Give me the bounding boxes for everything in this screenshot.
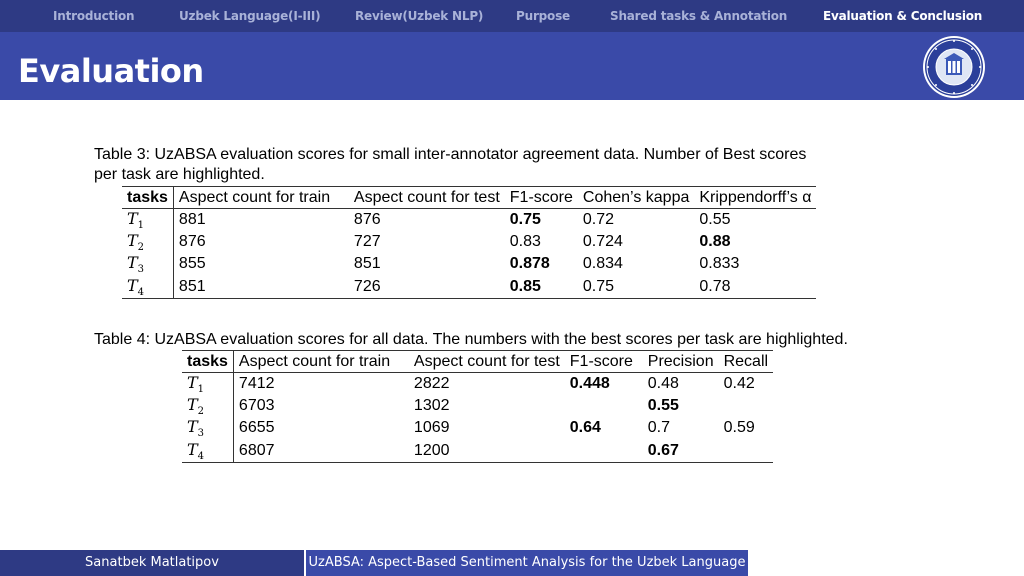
table3-header-test: Aspect count for test bbox=[348, 186, 505, 209]
table3-caption-line1: Table 3: UzABSA evaluation scores for sm… bbox=[94, 146, 807, 163]
nav-item-evaluation-conclusion[interactable]: Evaluation & Conclusion bbox=[823, 9, 983, 23]
train-count-cell: 876 bbox=[178, 233, 206, 251]
top-navigation: Introduction Uzbek Language(I-III) Revie… bbox=[0, 0, 1024, 32]
table-row: T1 881 876 0.75 0.72 0.55 bbox=[122, 208, 816, 232]
nav-item-shared-tasks[interactable]: Shared tasks & Annotation bbox=[610, 9, 788, 23]
table3-header-row: tasks Aspect count for train Aspect coun… bbox=[122, 186, 817, 209]
nav-item-purpose[interactable]: Purpose bbox=[516, 9, 570, 23]
alpha-cell: 0.833 bbox=[699, 255, 740, 273]
test-count-cell: 1302 bbox=[413, 397, 450, 415]
precision-cell: 0.48 bbox=[647, 375, 679, 393]
table4-header-test: Aspect count for test bbox=[408, 350, 565, 373]
table4-header-recall: Recall bbox=[718, 350, 774, 373]
recall-cell: 0.59 bbox=[723, 419, 755, 437]
test-count-cell: 876 bbox=[353, 211, 381, 229]
kappa-cell: 0.72 bbox=[582, 211, 615, 229]
table3-header-tasks: tasks bbox=[122, 186, 174, 209]
table-row: T3 855 851 0.878 0.834 0.833 bbox=[122, 253, 816, 276]
test-count-cell: 2822 bbox=[413, 375, 450, 393]
f1-score-cell: 0.64 bbox=[569, 419, 601, 437]
test-count-cell: 726 bbox=[348, 275, 505, 299]
recall-cell bbox=[718, 439, 774, 463]
table-row: T2 876 727 0.83 0.724 0.88 bbox=[122, 231, 816, 254]
footer-author: Sanatbek Matlatipov bbox=[0, 550, 304, 576]
recall-cell: 0.42 bbox=[723, 375, 755, 393]
kappa-cell: 0.724 bbox=[582, 233, 623, 251]
test-count-cell: 851 bbox=[353, 255, 381, 273]
title-bar bbox=[0, 32, 1024, 100]
table3-header-kappa: Cohen’s kappa bbox=[577, 186, 695, 209]
f1-score-cell bbox=[564, 439, 643, 463]
task-cell: T1 bbox=[182, 372, 234, 396]
table4-header-precision: Precision bbox=[642, 350, 719, 373]
nav-item-introduction[interactable]: Introduction bbox=[53, 9, 135, 23]
precision-cell: 0.55 bbox=[647, 397, 679, 415]
test-count-cell: 727 bbox=[353, 233, 381, 251]
table-row: T1 7412 2822 0.448 0.48 0.42 bbox=[182, 372, 773, 396]
recall-cell bbox=[719, 395, 773, 417]
test-count-cell: 1069 bbox=[413, 419, 450, 437]
university-seal-icon bbox=[923, 36, 985, 98]
page-title: Evaluation bbox=[18, 52, 204, 90]
table4: tasks Aspect count for train Aspect coun… bbox=[182, 350, 774, 463]
f1-score-cell: 0.75 bbox=[509, 211, 541, 229]
f1-score-cell: 0.448 bbox=[569, 375, 610, 393]
nav-item-uzbek-language[interactable]: Uzbek Language(I-III) bbox=[179, 9, 321, 23]
table4-header-row: tasks Aspect count for train Aspect coun… bbox=[182, 350, 774, 373]
table-row: T2 6703 1302 0.55 bbox=[182, 395, 773, 418]
test-count-cell: 1200 bbox=[408, 439, 565, 463]
train-count-cell: 881 bbox=[178, 211, 206, 229]
alpha-cell: 0.55 bbox=[699, 211, 731, 229]
kappa-cell: 0.834 bbox=[582, 255, 623, 273]
train-count-cell: 6703 bbox=[238, 397, 275, 415]
alpha-cell: 0.88 bbox=[699, 233, 731, 251]
table3-header-train: Aspect count for train bbox=[173, 186, 349, 209]
precision-cell: 0.7 bbox=[647, 419, 671, 437]
task-cell: T4 bbox=[122, 275, 174, 299]
train-count-cell: 6655 bbox=[238, 419, 275, 437]
table-row: T3 6655 1069 0.64 0.7 0.59 bbox=[182, 417, 773, 440]
table-row: T4 851 726 0.85 0.75 0.78 bbox=[122, 275, 817, 299]
f1-score-cell: 0.85 bbox=[504, 275, 578, 299]
table-row: T4 6807 1200 0.67 bbox=[182, 439, 774, 463]
table4-header-tasks: tasks bbox=[182, 350, 234, 373]
train-count-cell: 6807 bbox=[233, 439, 409, 463]
table4-header-f1: F1-score bbox=[564, 350, 643, 373]
footer-talk-title: UzABSA: Aspect-Based Sentiment Analysis … bbox=[306, 550, 748, 576]
nav-item-review[interactable]: Review(Uzbek NLP) bbox=[355, 9, 484, 23]
table4-header-train: Aspect count for train bbox=[233, 350, 409, 373]
table4-caption: Table 4: UzABSA evaluation scores for al… bbox=[94, 331, 848, 348]
task-cell: T2 bbox=[182, 395, 234, 418]
task-cell: T3 bbox=[182, 417, 234, 440]
f1-score-cell: 0.878 bbox=[509, 255, 550, 273]
table3-header-f1: F1-score bbox=[504, 186, 578, 209]
f1-score-cell: 0.83 bbox=[509, 233, 541, 251]
alpha-cell: 0.78 bbox=[694, 275, 817, 299]
precision-cell: 0.67 bbox=[642, 439, 719, 463]
task-cell: T1 bbox=[122, 208, 174, 232]
table3-caption-line2: per task are highlighted. bbox=[94, 166, 265, 183]
kappa-cell: 0.75 bbox=[577, 275, 695, 299]
task-cell: T4 bbox=[182, 439, 234, 463]
train-count-cell: 7412 bbox=[238, 375, 275, 393]
task-cell: T2 bbox=[122, 231, 174, 254]
task-cell: T3 bbox=[122, 253, 174, 276]
f1-score-cell bbox=[565, 395, 643, 417]
table3: tasks Aspect count for train Aspect coun… bbox=[122, 186, 817, 299]
train-count-cell: 855 bbox=[178, 255, 206, 273]
table3-header-alpha: Krippendorff’s α bbox=[694, 186, 817, 209]
train-count-cell: 851 bbox=[173, 275, 349, 299]
